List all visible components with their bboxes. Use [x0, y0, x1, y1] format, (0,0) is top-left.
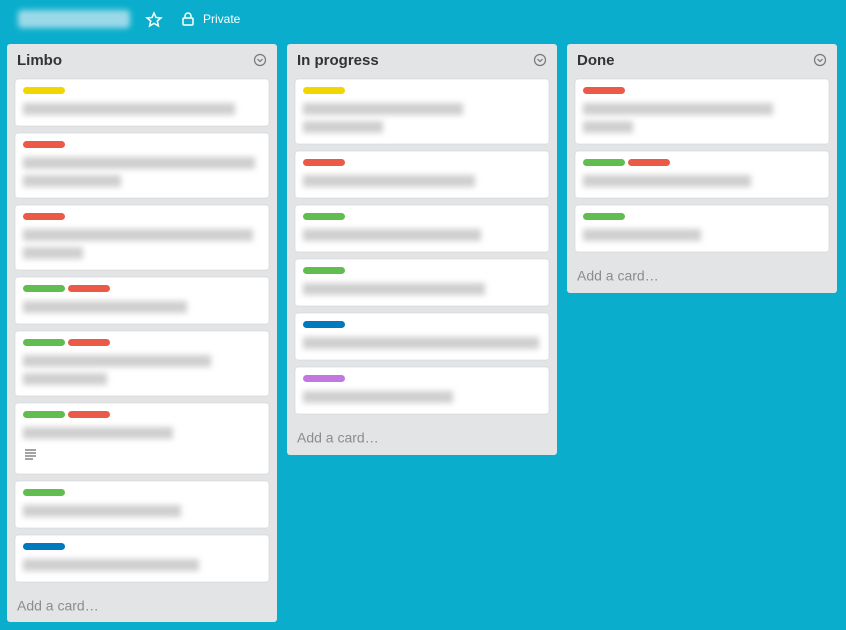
- card-text-blurred: [303, 175, 475, 187]
- card-text-blurred: [23, 103, 235, 115]
- card[interactable]: [574, 150, 830, 199]
- list-menu-button[interactable]: [253, 53, 267, 67]
- card[interactable]: [14, 78, 270, 127]
- card-background[interactable]: [574, 150, 830, 199]
- card-label: [23, 489, 65, 496]
- card-text-blurred: [303, 103, 463, 115]
- card[interactable]: [14, 534, 270, 583]
- card-background[interactable]: [574, 204, 830, 253]
- card-text-blurred: [23, 157, 255, 169]
- list-menu-chevron: [537, 58, 543, 63]
- list-title: Done: [577, 52, 615, 69]
- card[interactable]: [14, 276, 270, 325]
- card-label: [583, 213, 625, 220]
- card-label: [23, 411, 65, 418]
- card-label: [23, 339, 65, 346]
- card-text-blurred: [23, 175, 121, 187]
- list: Done Add a card…: [567, 44, 837, 293]
- card-text-blurred: [303, 283, 485, 295]
- card[interactable]: [14, 480, 270, 529]
- card[interactable]: [14, 204, 270, 271]
- list: In progress Add a card…: [287, 44, 557, 455]
- card-label: [23, 141, 65, 148]
- card[interactable]: [294, 258, 550, 307]
- card-text-blurred: [583, 175, 751, 187]
- visibility-label: Private: [203, 12, 241, 26]
- card-text-blurred: [23, 505, 181, 517]
- card[interactable]: [14, 402, 270, 475]
- card[interactable]: [294, 78, 550, 145]
- card-label: [303, 159, 345, 166]
- card-background[interactable]: [294, 258, 550, 307]
- card-background[interactable]: [294, 366, 550, 415]
- card-label: [583, 87, 625, 94]
- list-title: Limbo: [17, 52, 62, 69]
- card-background[interactable]: [14, 276, 270, 325]
- card-label: [303, 375, 345, 382]
- card-background[interactable]: [294, 204, 550, 253]
- card-text-blurred: [23, 229, 253, 241]
- card-label: [628, 159, 670, 166]
- card-label: [68, 339, 110, 346]
- star-button[interactable]: [145, 11, 163, 28]
- card-label: [303, 213, 345, 220]
- list-title: In progress: [297, 52, 379, 69]
- add-card[interactable]: Add a card…: [17, 598, 99, 614]
- card-background[interactable]: [294, 150, 550, 199]
- card-label: [583, 159, 625, 166]
- card-text-blurred: [23, 559, 199, 571]
- card-label: [303, 321, 345, 328]
- card-label: [303, 267, 345, 274]
- card[interactable]: [294, 312, 550, 361]
- card-text-blurred: [583, 103, 773, 115]
- card[interactable]: [14, 330, 270, 397]
- card-background[interactable]: [294, 312, 550, 361]
- list: Limbo Add a card…: [7, 44, 277, 622]
- card-label: [68, 285, 110, 292]
- card[interactable]: [294, 150, 550, 199]
- card-label: [303, 87, 345, 94]
- card[interactable]: [294, 366, 550, 415]
- visibility-button[interactable]: Private: [182, 12, 241, 26]
- card-text-blurred: [23, 247, 83, 259]
- list-menu-chevron: [817, 58, 823, 63]
- card-background[interactable]: [14, 78, 270, 127]
- card-label: [23, 87, 65, 94]
- list-menu-chevron: [257, 58, 263, 63]
- card-background[interactable]: [14, 534, 270, 583]
- list-menu-button[interactable]: [533, 53, 547, 67]
- card-label: [68, 411, 110, 418]
- card[interactable]: [574, 204, 830, 253]
- card-text-blurred: [23, 373, 107, 385]
- card-background[interactable]: [14, 480, 270, 529]
- card[interactable]: [574, 78, 830, 145]
- card-text-blurred: [303, 391, 453, 403]
- card[interactable]: [14, 132, 270, 199]
- card-text-blurred: [583, 121, 633, 133]
- board-title-blurred[interactable]: [18, 10, 130, 28]
- list-menu-button[interactable]: [813, 53, 827, 67]
- card-text-blurred: [23, 355, 211, 367]
- card-label: [23, 543, 65, 550]
- card[interactable]: [294, 204, 550, 253]
- card-label: [23, 285, 65, 292]
- add-card[interactable]: Add a card…: [297, 430, 379, 446]
- card-text-blurred: [23, 301, 187, 313]
- card-text-blurred: [303, 229, 481, 241]
- add-card[interactable]: Add a card…: [577, 268, 659, 284]
- card-label: [23, 213, 65, 220]
- card-text-blurred: [23, 427, 173, 439]
- card-text-blurred: [583, 229, 701, 241]
- card-text-blurred: [303, 337, 539, 349]
- card-text-blurred: [303, 121, 383, 133]
